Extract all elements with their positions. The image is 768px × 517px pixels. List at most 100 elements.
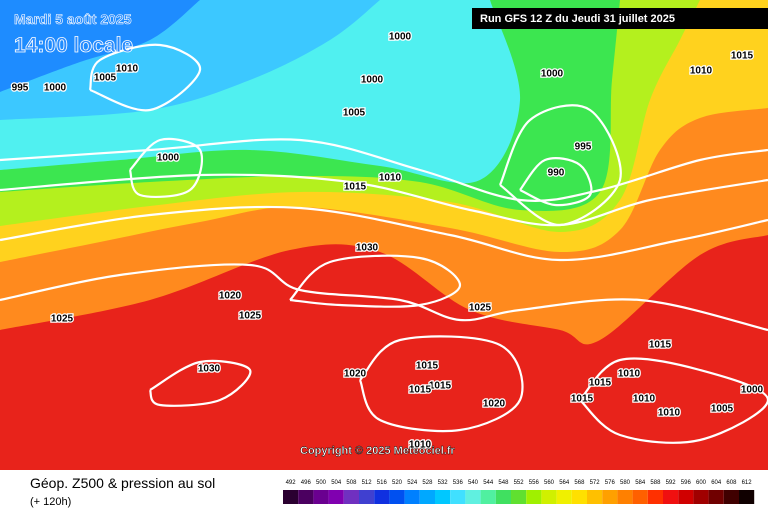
scale-swatch [526, 490, 542, 504]
isobars [0, 43, 768, 444]
scale-label: 512 [362, 480, 373, 486]
scale-swatch [617, 490, 633, 504]
scale-label: 552 [514, 480, 525, 486]
forecast-time: 14:00 locale [14, 34, 133, 57]
isobar-label: 1020 [219, 291, 242, 302]
run-box [472, 8, 768, 29]
scale-label: 536 [453, 480, 464, 486]
scale-swatch [602, 490, 618, 504]
scale-swatch [298, 490, 314, 504]
isobar-label: 1015 [344, 182, 367, 193]
scale-label: 568 [574, 480, 585, 486]
isobar-label: 1005 [343, 108, 366, 119]
isobar-label: 1000 [44, 83, 67, 94]
isobar-label: 1015 [409, 385, 432, 396]
scale-label: 500 [316, 480, 327, 486]
isobar-label: 1005 [94, 73, 117, 84]
scale-swatch [283, 490, 299, 504]
isobar-label: 1005 [711, 404, 734, 415]
scale-swatch [465, 490, 481, 504]
scale-swatch [389, 490, 405, 504]
isobar [289, 254, 462, 308]
scale-swatch [343, 490, 359, 504]
footer-title: Géop. Z500 & pression au sol [30, 475, 215, 491]
scale-swatch [435, 490, 451, 504]
scale-label: 600 [696, 480, 707, 486]
scale-swatch [708, 490, 724, 504]
scale-label: 556 [529, 480, 540, 486]
isobar [579, 357, 768, 444]
isobar-label: 1015 [649, 340, 672, 351]
scale-swatch [556, 490, 572, 504]
scale-label: 580 [620, 480, 631, 486]
scale-swatch [511, 490, 527, 504]
isobar-label: 995 [575, 142, 592, 153]
isobar-label: 995 [12, 83, 29, 94]
scale-swatch [693, 490, 709, 504]
isobar-label: 990 [548, 168, 565, 179]
isobar-label: 1010 [633, 394, 656, 405]
isobar-label: 1010 [658, 408, 681, 419]
scale-label: 524 [407, 480, 418, 486]
scale-label: 516 [377, 480, 388, 486]
scale-label: 528 [422, 480, 433, 486]
isobar-label: 1000 [741, 385, 764, 396]
isobar-label: 1020 [483, 399, 506, 410]
isobar-label: 1015 [589, 378, 612, 389]
scale-label: 572 [590, 480, 601, 486]
scale-swatch [632, 490, 648, 504]
scale-swatch [739, 490, 755, 504]
isobar-label: 1000 [361, 75, 384, 86]
scale-label: 592 [666, 480, 677, 486]
isobar-label: 1030 [198, 364, 221, 375]
isobar-label: 1015 [731, 51, 754, 62]
isobar [0, 138, 768, 202]
scale-label: 492 [286, 480, 297, 486]
isobar [88, 43, 202, 112]
isobar-label: 1025 [469, 303, 492, 314]
isobar-labels: 995 1000100510101000100010001005101510101… [10, 30, 764, 452]
scale-label: 544 [483, 480, 494, 486]
isobar-label: 1010 [116, 64, 139, 75]
isobar [498, 104, 622, 227]
scale-swatch [647, 490, 663, 504]
scale-swatch [359, 490, 375, 504]
color-bands [0, 0, 768, 345]
isobar [0, 173, 768, 227]
scale-swatch [313, 490, 329, 504]
forecast-date: Mardi 5 août 2025 [14, 11, 132, 27]
scale-swatch [404, 490, 420, 504]
footer-lead: (+ 120h) [30, 496, 71, 508]
isobar-label: 1015 [571, 394, 594, 405]
isobar-label: 1010 [409, 440, 432, 451]
run-info: Run GFS 12 Z du Jeudi 31 juillet 2025 [480, 13, 675, 25]
scale-label: 588 [650, 480, 661, 486]
isobar-label: 1000 [157, 153, 180, 164]
isobar-label: 1000 [389, 32, 412, 43]
scale-swatch [678, 490, 694, 504]
scale-label: 612 [742, 480, 753, 486]
isobar [519, 157, 593, 207]
scale-swatch [571, 490, 587, 504]
isobar-label: 1000 [541, 69, 564, 80]
isobar-label: 1010 [379, 173, 402, 184]
scale-label: 504 [331, 480, 342, 486]
scale-swatch [419, 490, 435, 504]
scale-label: 548 [498, 480, 509, 486]
isobar-label: 1015 [416, 361, 439, 372]
scale-swatch [587, 490, 603, 504]
scale-label: 508 [346, 480, 357, 486]
scale-label: 540 [468, 480, 479, 486]
scale-label: 560 [544, 480, 555, 486]
scale-swatch [480, 490, 496, 504]
isobar [148, 359, 252, 407]
isobar-label: 1020 [344, 369, 367, 380]
scale-label: 564 [559, 480, 570, 486]
copyright: Copyright © 2025 Meteociel.fr [300, 445, 456, 457]
isobar [128, 137, 204, 198]
scale-label: 576 [605, 480, 616, 486]
scale-label: 608 [726, 480, 737, 486]
scale-label: 520 [392, 480, 403, 486]
isobar-label: 1025 [51, 314, 74, 325]
